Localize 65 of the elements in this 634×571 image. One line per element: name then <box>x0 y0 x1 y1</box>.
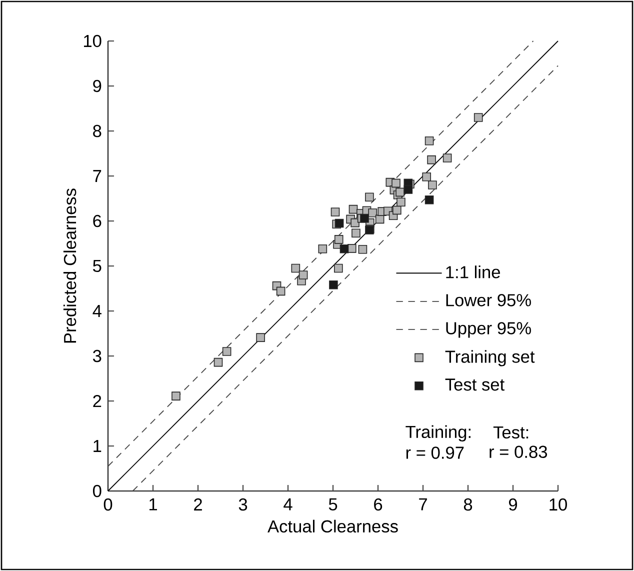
x-tick-label: 0 <box>104 498 112 511</box>
y-tick-label: 7 <box>93 170 102 182</box>
point <box>442 154 452 162</box>
point <box>214 358 223 367</box>
point <box>422 172 432 182</box>
point <box>424 136 434 146</box>
point <box>427 155 436 164</box>
point <box>334 218 344 228</box>
point <box>392 206 402 215</box>
annotation: Training: <box>406 425 470 442</box>
point <box>222 347 232 356</box>
annotation: r = 0.97 <box>406 446 464 459</box>
y-tick-label: 0 <box>92 484 102 498</box>
y-tick-label: 1 <box>94 440 102 452</box>
point <box>392 178 400 188</box>
annotation: r = 0.83 <box>490 446 548 458</box>
y-tick-label: 8 <box>93 124 102 138</box>
point <box>396 198 406 206</box>
y-tick-label: 10 <box>84 34 102 48</box>
legend-label: Upper 95% <box>446 322 531 338</box>
x-tick-label: 5 <box>328 498 338 510</box>
x-tick-label: 3 <box>238 498 248 511</box>
point <box>330 208 340 216</box>
x-tick-label: 6 <box>374 498 382 511</box>
y-tick-label: 6 <box>93 214 102 228</box>
point <box>298 270 308 280</box>
point <box>291 264 300 273</box>
y-tick-label: 2 <box>93 394 102 408</box>
x-axis-title: Actual Clearness <box>268 520 398 533</box>
point <box>318 244 328 254</box>
point <box>368 208 378 218</box>
point <box>358 244 368 254</box>
x-tick-label: 4 <box>284 498 292 510</box>
point <box>334 235 344 244</box>
x-tick-label: 8 <box>464 498 472 511</box>
point <box>396 188 404 197</box>
legend-label: Training set <box>445 350 535 366</box>
y-tick-label: 4 <box>92 305 102 317</box>
y-tick-label: 5 <box>93 260 102 272</box>
point <box>360 214 369 223</box>
point <box>428 180 437 190</box>
point <box>352 228 360 238</box>
legend-label: Lower 95% <box>446 294 531 306</box>
point <box>348 244 356 253</box>
annotation: Test: <box>493 426 528 439</box>
point <box>334 264 343 273</box>
point <box>340 244 349 254</box>
x-tick-label: 10 <box>550 498 567 511</box>
legend-label: Test set <box>445 378 504 391</box>
x-tick-label: 2 <box>194 498 202 510</box>
point <box>474 113 483 122</box>
y-axis-title: Predicted Clearness <box>63 188 76 343</box>
x-tick-label: 7 <box>419 498 427 510</box>
y-tick-label: 3 <box>92 350 102 362</box>
point <box>424 195 434 204</box>
x-tick-label: 1 <box>150 498 157 510</box>
point <box>276 286 286 296</box>
point <box>365 192 374 202</box>
legend-label: 1:1 line <box>446 266 500 278</box>
y-tick-label: 9 <box>93 80 102 92</box>
x-tick-label: 9 <box>509 498 518 511</box>
point <box>256 333 265 342</box>
point <box>404 185 413 194</box>
point <box>329 280 338 290</box>
point <box>172 392 180 400</box>
